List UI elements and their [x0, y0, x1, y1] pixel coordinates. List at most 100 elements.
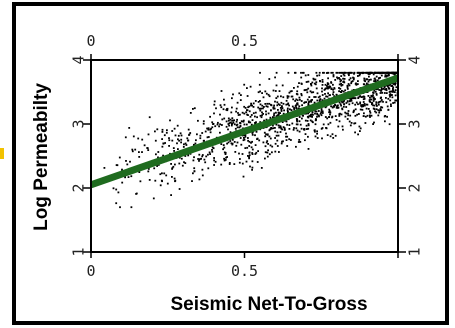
- scatter-point: [326, 85, 328, 87]
- scatter-point: [227, 128, 229, 131]
- scatter-point: [276, 104, 279, 107]
- scatter-point: [315, 110, 318, 113]
- scatter-point: [342, 80, 345, 83]
- scatter-point: [274, 100, 276, 103]
- scatter-point: [277, 124, 280, 127]
- scatter-point: [250, 104, 252, 107]
- scatter-point: [171, 167, 174, 169]
- scatter-point: [231, 142, 234, 145]
- scatter-point: [388, 123, 391, 126]
- scatter-point: [223, 103, 226, 106]
- scatter-point: [209, 128, 212, 131]
- scatter-point: [115, 188, 118, 191]
- scatter-point: [324, 87, 327, 90]
- scatter-point: [171, 176, 173, 178]
- scatter-point: [342, 105, 345, 108]
- scatter-point: [324, 106, 327, 109]
- scatter-point: [228, 163, 231, 165]
- scatter-point: [201, 154, 204, 156]
- scatter-point: [300, 100, 303, 102]
- scatter-point: [192, 172, 194, 175]
- scatter-point: [360, 96, 363, 98]
- scatter-point: [245, 123, 248, 126]
- fit-line: [89, 74, 400, 189]
- scatter-point: [316, 115, 318, 118]
- scatter-point: [341, 101, 344, 104]
- scatter-point: [286, 145, 289, 147]
- x-axis-title: Seismic Net-To-Gross: [170, 294, 367, 315]
- scatter-point: [162, 142, 165, 145]
- scatter-point: [296, 123, 299, 126]
- scatter-point: [341, 125, 344, 128]
- scatter-point: [214, 160, 217, 163]
- scatter-point: [338, 83, 341, 86]
- scatter-point: [202, 120, 205, 123]
- scatter-point: [286, 103, 289, 106]
- scatter-point: [173, 127, 176, 130]
- scatter-point: [350, 99, 353, 102]
- scatter-point: [153, 167, 156, 170]
- scatter-point: [338, 71, 341, 74]
- scatter-point: [219, 123, 221, 126]
- ticks-layer: 1 1 2 2 3 3 4 4 0 0 0.5 0.5: [69, 32, 423, 280]
- scatter-point: [206, 136, 209, 139]
- scatter-point: [391, 96, 394, 99]
- scatter-point: [193, 143, 195, 146]
- scatter-point: [346, 100, 349, 103]
- scatter-point: [367, 73, 370, 75]
- scatter-point: [362, 105, 364, 108]
- scatter-point: [261, 92, 263, 94]
- scatter-point: [119, 206, 121, 209]
- scatter-point: [172, 165, 175, 168]
- scatter-point: [124, 176, 126, 179]
- scatter-point: [388, 87, 390, 90]
- scatter-point: [254, 153, 257, 155]
- scatter-point: [348, 120, 351, 123]
- scatter-point: [392, 86, 395, 89]
- scatter-point: [272, 89, 275, 92]
- scatter-point: [222, 144, 225, 146]
- scatter-point: [217, 121, 219, 124]
- scatter-point: [155, 153, 157, 156]
- scatter-point: [162, 154, 164, 157]
- scatter-point: [272, 106, 275, 109]
- scatter-point: [300, 76, 303, 79]
- scatter-point: [193, 167, 196, 170]
- scatter-point: [304, 133, 307, 135]
- scatter-point: [350, 80, 353, 83]
- scatter-point: [276, 114, 279, 117]
- scatter-point: [395, 71, 398, 74]
- scatter-point: [323, 97, 326, 100]
- scatter-point: [294, 100, 297, 102]
- scatter-point: [189, 112, 192, 114]
- scatter-point: [233, 163, 236, 165]
- scatter-point: [277, 114, 280, 116]
- scatter-point: [378, 109, 381, 112]
- scatter-point: [121, 181, 124, 184]
- scatter-point: [393, 73, 396, 76]
- scatter-point: [197, 119, 199, 122]
- scatter-point: [251, 132, 254, 134]
- scatter-point: [273, 107, 276, 110]
- scatter-point: [277, 111, 280, 114]
- y-tick-label-right: 4: [405, 55, 423, 64]
- scatter-point: [298, 130, 301, 133]
- scatter-point: [239, 158, 241, 160]
- scatter-point: [390, 85, 393, 87]
- scatter-point: [291, 122, 294, 125]
- scatter-point: [376, 79, 379, 82]
- scatter-point: [211, 149, 213, 151]
- scatter-point: [164, 142, 166, 144]
- scatter-point: [266, 140, 269, 142]
- scatter-point: [180, 134, 183, 137]
- scatter-point: [327, 83, 329, 86]
- scatter-point: [328, 111, 330, 114]
- scatter-point: [296, 85, 299, 88]
- scatter-point: [254, 100, 257, 102]
- scatter-point: [286, 97, 289, 99]
- scatter-point: [330, 71, 333, 74]
- scatter-point: [254, 111, 257, 114]
- scatter-point: [324, 83, 327, 86]
- scatter-point: [367, 108, 370, 110]
- scatter-point: [299, 141, 302, 143]
